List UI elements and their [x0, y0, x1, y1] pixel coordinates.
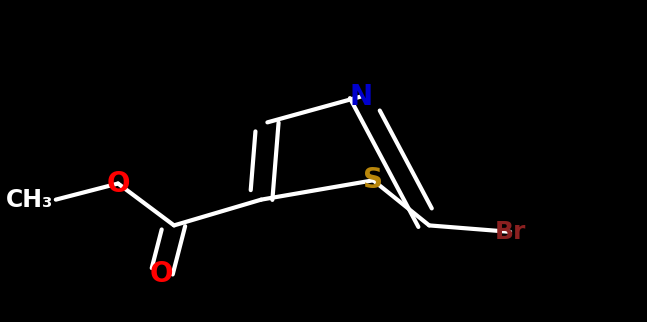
Text: O: O: [106, 170, 130, 197]
Text: S: S: [363, 166, 383, 194]
Text: O: O: [150, 260, 173, 288]
Text: N: N: [349, 83, 372, 110]
Text: Br: Br: [494, 220, 526, 244]
Text: CH₃: CH₃: [5, 188, 52, 212]
